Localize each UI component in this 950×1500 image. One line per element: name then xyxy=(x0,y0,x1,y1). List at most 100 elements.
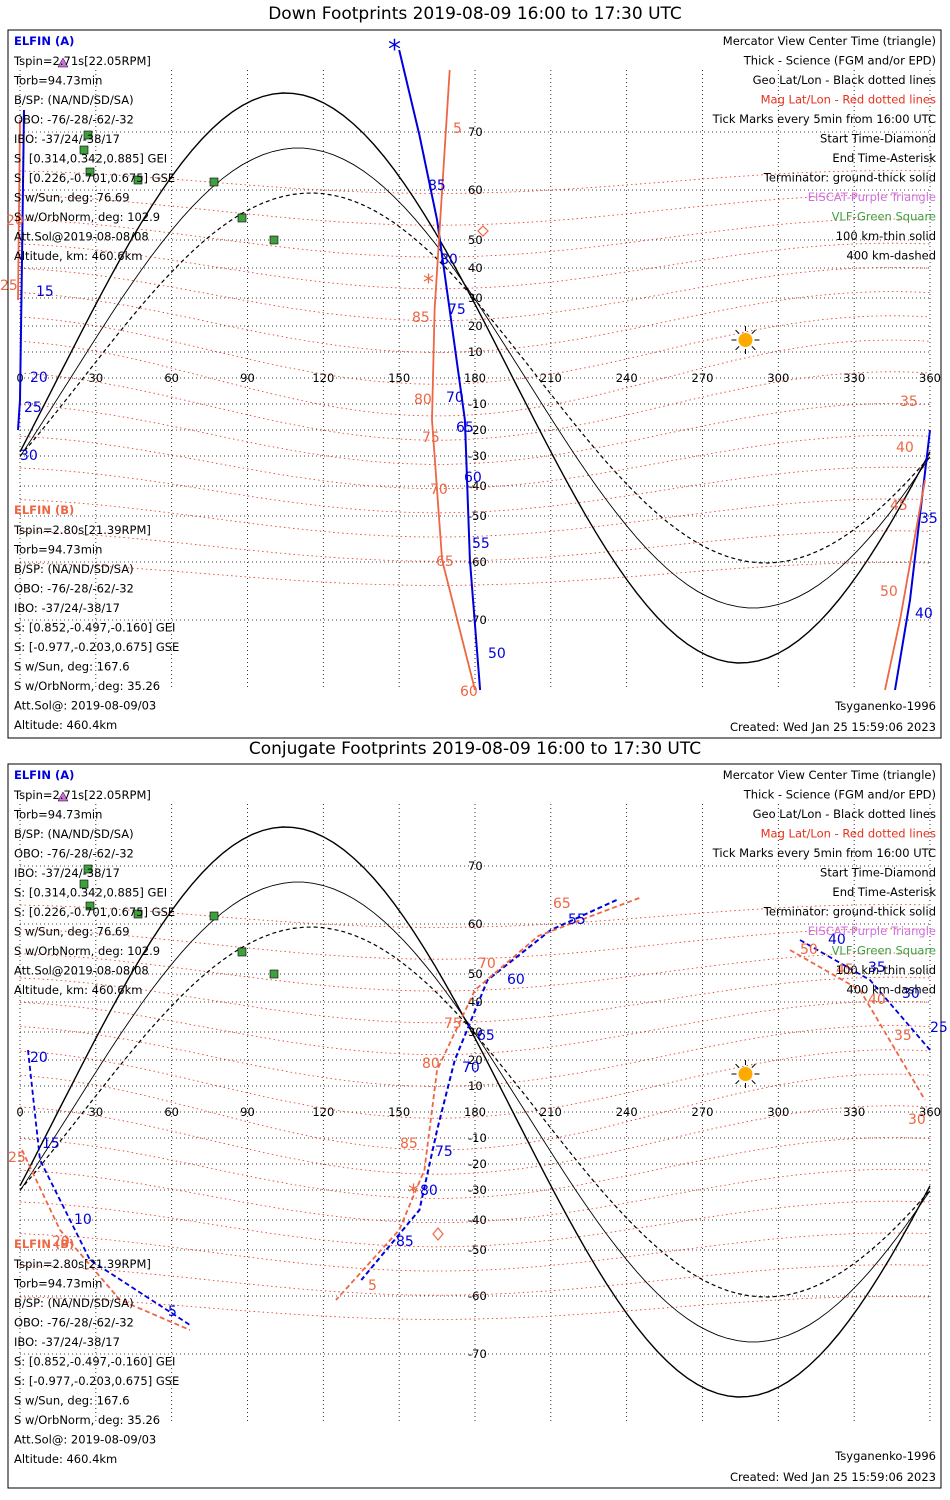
elfin-a-tick-label: 80 xyxy=(420,1183,438,1199)
lat-label: 60 xyxy=(468,183,483,197)
legend-item: Tick Marks every 5min from 16:00 UTC xyxy=(712,112,936,126)
vlf-square-icon xyxy=(85,167,95,177)
lat-label: 70 xyxy=(468,859,483,873)
lat-label: -60 xyxy=(468,555,487,569)
lat-label: 20 xyxy=(468,319,483,333)
elfin-b-tick-label: 5 xyxy=(368,1278,377,1294)
sun-icon xyxy=(738,1067,753,1081)
elfin-a-tick-label: 70 xyxy=(462,1060,480,1076)
elfin-a-info-line: IBO: -37/24/-38/17 xyxy=(14,132,120,146)
elfin-b-header: ELFIN (B) xyxy=(14,503,74,517)
elfin-a-info-line: B/SP: (NA/ND/SD/SA) xyxy=(14,93,134,107)
elfin-b-track xyxy=(431,69,476,691)
lat-label: -20 xyxy=(468,1157,487,1171)
elfin-a-info-line: OBO: -76/-28/-62/-32 xyxy=(14,847,134,861)
elfin-b-info-line: S: [-0.977,-0.203,0.675] GSE xyxy=(14,1374,179,1388)
lat-label: 50 xyxy=(468,233,483,247)
lon-label: 90 xyxy=(240,1105,255,1119)
elfin-a-tick-label: 30 xyxy=(902,986,920,1002)
mag-parallel xyxy=(19,339,931,417)
model-name: Tsyganenko-1996 xyxy=(834,1449,936,1463)
legend-item: Start Time-Diamond xyxy=(820,866,936,880)
mag-parallel xyxy=(19,1025,931,1087)
elfin-a-tick-label: 40 xyxy=(915,606,933,622)
elfin-a-info-line: S w/Sun, deg: 76.69 xyxy=(14,925,130,939)
elfin-b-tick-label: 60 xyxy=(460,684,478,700)
terminator xyxy=(19,92,931,664)
eiscat-triangle-icon xyxy=(57,57,69,68)
elfin-b-info-line: OBO: -76/-28/-62/-32 xyxy=(14,582,134,596)
end-asterisk-icon: * xyxy=(408,1181,419,1206)
mag-parallel xyxy=(19,435,931,489)
vlf-square-icon xyxy=(237,947,247,957)
elfin-a-tick-label: 30 xyxy=(20,448,38,464)
elfin-b-end-track xyxy=(789,949,926,1101)
mag-parallel xyxy=(19,315,931,385)
lat-label: 60 xyxy=(468,917,483,931)
legend-item: VLF-Green Square xyxy=(832,944,936,958)
elfin-b-info-line: Tspin=2.80s[21.39RPM] xyxy=(13,1257,151,1271)
legend-item: Mercator View Center Time (triangle) xyxy=(723,768,936,782)
elfin-a-wrap-track xyxy=(17,109,25,431)
vlf-square-icon xyxy=(133,909,143,919)
elfin-b-tick-label: 20 xyxy=(52,1234,70,1250)
lon-label: 150 xyxy=(388,371,410,385)
elfin-b-info-line: S w/OrbNorm, deg: 35.26 xyxy=(14,1413,160,1427)
vlf-square-icon xyxy=(269,235,279,245)
end-asterisk-icon: * xyxy=(423,271,434,296)
mag-grid xyxy=(19,170,931,586)
elfin-a-tick-label: 80 xyxy=(440,252,458,268)
lat-label: -70 xyxy=(468,613,487,627)
elfin-a-tick-label: 35 xyxy=(920,511,938,527)
legend: Mercator View Center Time (triangle) Thic… xyxy=(712,768,937,997)
elfin-a-tick-label: 25 xyxy=(930,1020,948,1036)
legend-item: Mag Lat/Lon - Red dotted lines xyxy=(761,93,936,107)
elfin-b-info-line: Att.Sol@: 2019-08-09/03 xyxy=(14,1433,156,1447)
elfin-a-tick-label: 55 xyxy=(568,912,586,928)
elfin-a-tick-label: 50 xyxy=(488,646,506,662)
elfin-a-info-line: B/SP: (NA/ND/SD/SA) xyxy=(14,827,134,841)
terminator-400km xyxy=(19,926,931,1298)
lat-label: -50 xyxy=(468,509,487,523)
elfin-b-wrap-track xyxy=(21,1149,191,1331)
mag-parallel xyxy=(19,562,931,586)
elfin-b-tick-label: 75 xyxy=(444,1016,462,1032)
elfin-a-info-line: S w/Sun, deg: 76.69 xyxy=(14,191,130,205)
legend-item: Geo Lat/Lon - Black dotted lines xyxy=(753,73,936,87)
eiscat-triangle-icon xyxy=(57,791,69,802)
created-timestamp: Created: Wed Jan 25 15:59:06 2023 xyxy=(730,720,936,734)
vlf-square-icon xyxy=(79,145,89,155)
elfin-a-tick-label: 60 xyxy=(507,972,525,988)
lon-label: 270 xyxy=(692,1105,714,1119)
legend-item: VLF-Green Square xyxy=(832,210,936,224)
elfin-a-tick-label: 5 xyxy=(168,1304,177,1320)
elfin-b-tick-label: 50 xyxy=(800,942,818,958)
lat-label: -20 xyxy=(468,423,487,437)
legend-item: Start Time-Diamond xyxy=(820,132,936,146)
elfin-b-tick-label: 70 xyxy=(430,482,448,498)
legend-item: Terminator: ground-thick solid xyxy=(763,905,936,919)
vlf-square-icon xyxy=(79,879,89,889)
elfin-a-tick-label: 25 xyxy=(24,400,42,416)
lat-label: -50 xyxy=(468,1243,487,1257)
lat-label: -70 xyxy=(468,1347,487,1361)
elfin-a-info-line: IBO: -37/24/-38/17 xyxy=(14,866,120,880)
legend-item: 400 km-dashed xyxy=(846,983,936,997)
elfin-a-tick-label: 20 xyxy=(30,1050,48,1066)
elfin-b-tick-label: 35 xyxy=(894,1028,912,1044)
down-footprints-title: Down Footprints 2019-08-09 16:00 to 17:3… xyxy=(268,4,682,24)
elfin-a-info-line: Torb=94.73min xyxy=(13,74,102,88)
lon-label: 360 xyxy=(919,371,941,385)
elfin-a-tick-label: 70 xyxy=(446,390,464,406)
vlf-square-icon xyxy=(83,130,93,140)
lon-label: 300 xyxy=(767,1105,789,1119)
elfin-b-info-line: S: [-0.977,-0.203,0.675] GSE xyxy=(14,640,179,654)
lon-label: 120 xyxy=(312,371,334,385)
elfin-a-tick-label: 60 xyxy=(464,470,482,486)
elfin-b-tick-label: 45 xyxy=(890,498,908,514)
legend-item: End Time-Asterisk xyxy=(832,885,936,899)
lat-label: -30 xyxy=(468,449,487,463)
elfin-a-info-line: Altitude, km: 460.6km xyxy=(14,249,142,263)
elfin-b-info-line: B/SP: (NA/ND/SD/SA) xyxy=(14,1296,134,1310)
